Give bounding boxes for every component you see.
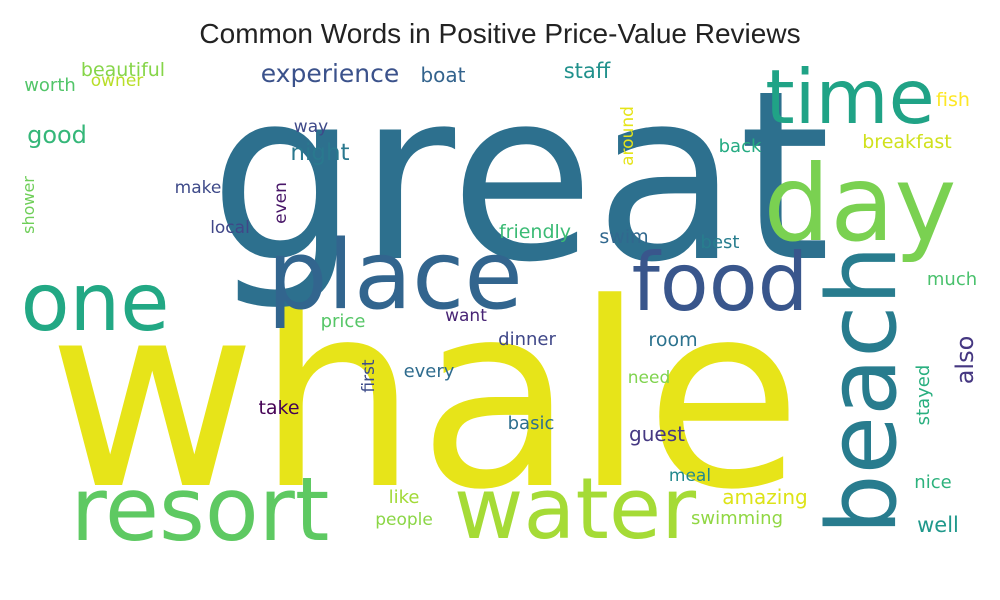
word-much: much <box>927 269 977 290</box>
word-stayed: stayed <box>913 365 934 426</box>
word-take: take <box>258 397 299 419</box>
word-make: make <box>175 178 222 198</box>
word-swimming: swimming <box>691 508 783 529</box>
word-whale: whale <box>48 249 802 546</box>
word-price: price <box>321 311 366 332</box>
word-beautiful: beautiful <box>81 59 165 81</box>
word-staff: staff <box>564 59 611 83</box>
word-want: want <box>445 306 487 326</box>
word-night: night <box>290 140 349 166</box>
word-guest: guest <box>629 422 685 446</box>
word-resort: resort <box>71 458 330 561</box>
word-like: like <box>389 487 420 508</box>
word-fish: fish <box>936 89 970 111</box>
word-well: well <box>917 513 959 537</box>
word-breakfast: breakfast <box>862 131 951 153</box>
word-water: water <box>454 460 696 559</box>
word-need: need <box>628 368 670 388</box>
word-local: local <box>210 218 250 238</box>
word-even: even <box>271 182 291 224</box>
word-one: one <box>21 256 170 349</box>
word-every: every <box>404 361 455 382</box>
word-first: first <box>359 359 379 393</box>
word-room: room <box>648 329 697 351</box>
word-food: food <box>632 236 809 329</box>
word-around: around <box>618 106 638 166</box>
word-day: day <box>763 143 956 265</box>
word-boat: boat <box>420 63 465 87</box>
word-back: back <box>719 136 762 157</box>
word-way: way <box>294 117 328 137</box>
word-amazing: amazing <box>722 485 807 509</box>
word-good: good <box>27 121 87 149</box>
word-great: great <box>209 41 830 314</box>
chart-title: Common Words in Positive Price-Value Rev… <box>199 18 801 49</box>
word-also: also <box>951 336 979 385</box>
word-owner: owner <box>91 71 144 91</box>
word-friendly: friendly <box>499 221 571 243</box>
word-shower: shower <box>19 176 38 234</box>
word-people: people <box>375 510 433 530</box>
word-time: time <box>765 53 934 141</box>
word-worth: worth <box>24 75 76 96</box>
word-nice: nice <box>914 472 951 493</box>
word-beach: beach <box>808 245 918 534</box>
word-place: place <box>267 221 523 331</box>
word-basic: basic <box>508 413 555 434</box>
word-swim: swim <box>599 226 648 248</box>
word-dinner: dinner <box>498 329 556 350</box>
word-meal: meal <box>669 466 711 486</box>
word-experience: experience <box>261 59 400 88</box>
word-best: best <box>701 232 740 253</box>
